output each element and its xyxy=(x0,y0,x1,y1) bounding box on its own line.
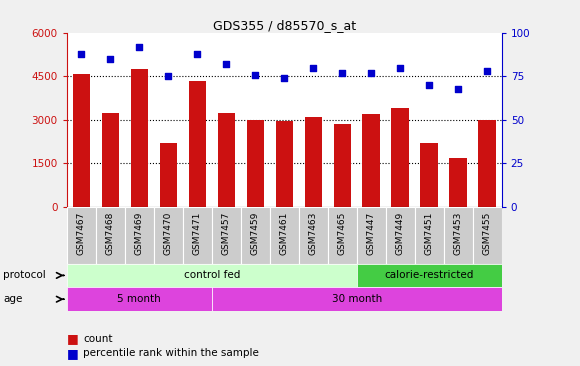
Text: GSM7457: GSM7457 xyxy=(222,211,231,255)
Point xyxy=(106,56,115,62)
Text: calorie-restricted: calorie-restricted xyxy=(385,270,474,280)
Bar xyxy=(420,143,438,207)
Text: GSM7455: GSM7455 xyxy=(483,211,492,255)
Point xyxy=(280,75,289,81)
Bar xyxy=(450,158,467,207)
Bar xyxy=(218,113,235,207)
Bar xyxy=(67,264,357,287)
Text: GSM7471: GSM7471 xyxy=(193,211,202,255)
Point xyxy=(193,51,202,57)
Point xyxy=(77,51,86,57)
Point xyxy=(251,72,260,78)
Point xyxy=(338,70,347,76)
Bar xyxy=(188,81,206,207)
Bar xyxy=(392,108,409,207)
Text: GSM7467: GSM7467 xyxy=(77,211,86,255)
Bar xyxy=(102,113,119,207)
Bar xyxy=(357,264,502,287)
Bar xyxy=(125,207,154,264)
Bar xyxy=(183,207,212,264)
Text: age: age xyxy=(3,294,22,304)
Point xyxy=(164,74,173,79)
Point xyxy=(309,65,318,71)
Bar xyxy=(154,207,183,264)
Title: GDS355 / d85570_s_at: GDS355 / d85570_s_at xyxy=(213,19,356,32)
Text: GSM7470: GSM7470 xyxy=(164,211,173,255)
Bar xyxy=(67,287,212,311)
Bar xyxy=(160,143,177,207)
Text: protocol: protocol xyxy=(3,270,46,280)
Bar xyxy=(357,207,386,264)
Bar xyxy=(444,207,473,264)
Bar xyxy=(473,207,502,264)
Text: GSM7459: GSM7459 xyxy=(251,211,260,255)
Text: count: count xyxy=(83,333,113,344)
Point xyxy=(367,70,376,76)
Text: 5 month: 5 month xyxy=(117,294,161,304)
Bar xyxy=(270,207,299,264)
Text: percentile rank within the sample: percentile rank within the sample xyxy=(83,348,259,358)
Bar xyxy=(212,207,241,264)
Bar xyxy=(328,207,357,264)
Bar xyxy=(299,207,328,264)
Bar xyxy=(72,74,90,207)
Bar xyxy=(212,287,502,311)
Bar xyxy=(246,120,264,207)
Bar xyxy=(334,124,351,207)
Bar xyxy=(130,69,148,207)
Text: ■: ■ xyxy=(67,347,82,360)
Text: GSM7465: GSM7465 xyxy=(338,211,347,255)
Text: GSM7449: GSM7449 xyxy=(396,211,405,255)
Text: 30 month: 30 month xyxy=(332,294,382,304)
Bar xyxy=(96,207,125,264)
Bar xyxy=(241,207,270,264)
Text: GSM7463: GSM7463 xyxy=(309,211,318,255)
Bar xyxy=(386,207,415,264)
Bar xyxy=(304,117,322,207)
Bar xyxy=(276,121,293,207)
Bar xyxy=(415,207,444,264)
Text: GSM7451: GSM7451 xyxy=(425,211,434,255)
Bar xyxy=(67,207,96,264)
Point xyxy=(483,68,492,74)
Text: ■: ■ xyxy=(67,332,82,345)
Point xyxy=(222,61,231,67)
Text: control fed: control fed xyxy=(183,270,240,280)
Text: GSM7461: GSM7461 xyxy=(280,211,289,255)
Bar xyxy=(362,114,380,207)
Point xyxy=(454,86,463,92)
Text: GSM7469: GSM7469 xyxy=(135,211,144,255)
Point xyxy=(135,44,144,50)
Bar xyxy=(478,120,496,207)
Text: GSM7453: GSM7453 xyxy=(454,211,463,255)
Point xyxy=(396,65,405,71)
Text: GSM7447: GSM7447 xyxy=(367,211,376,255)
Text: GSM7468: GSM7468 xyxy=(106,211,115,255)
Point xyxy=(425,82,434,88)
